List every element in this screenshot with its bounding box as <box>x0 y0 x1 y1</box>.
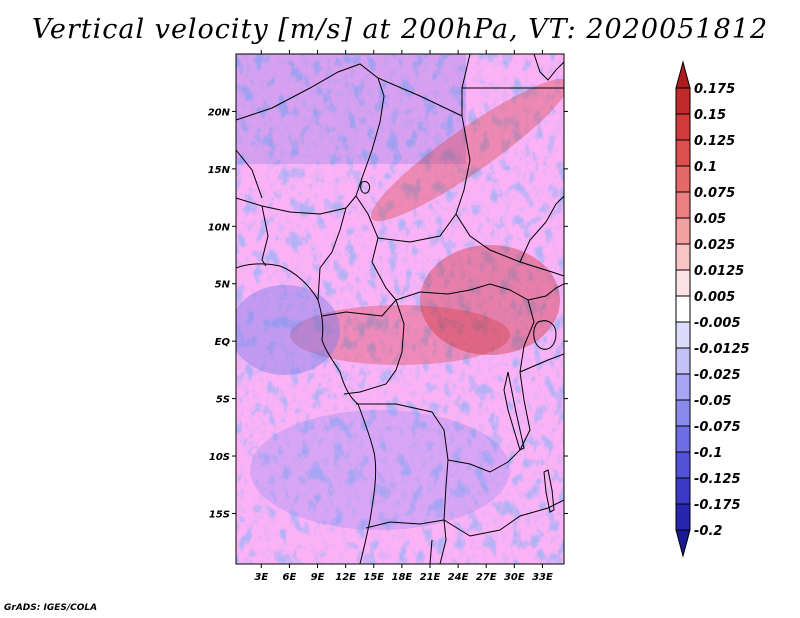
colorbar-label: -0.125 <box>694 472 741 487</box>
lat-tick-label: 5S <box>216 395 230 406</box>
colorbar-bottom-arrow <box>675 529 691 558</box>
colorbar-segment <box>675 373 691 401</box>
plot-title: Vertical velocity [m/s] at 200hPa, VT: 2… <box>31 14 769 45</box>
colorbar-label: 0.175 <box>694 82 735 97</box>
lake-chad <box>360 181 371 194</box>
lon-tick-label: 6E <box>283 572 297 583</box>
colorbar-label: 0.15 <box>694 108 726 123</box>
colorbar-segment <box>675 269 691 297</box>
border-congo-gabon <box>321 299 405 395</box>
border-kenya-uganda <box>527 283 564 301</box>
border-angola-drc <box>356 403 509 473</box>
colorbar-label: -0.1 <box>694 446 722 461</box>
lon-tick-label: 24E <box>448 572 469 583</box>
colorbar-segment <box>675 87 691 115</box>
colorbar-segment <box>675 451 691 479</box>
field-blue-north-tint <box>236 54 466 164</box>
field-red-band-north <box>370 78 564 222</box>
border-tanzania <box>519 353 564 373</box>
lat-tick-label: 10S <box>209 452 230 463</box>
colorbar-label: -0.005 <box>694 316 741 331</box>
border-drc-east <box>507 299 535 463</box>
lat-tick-label: 10N <box>208 222 231 233</box>
colorbar-segment <box>675 477 691 505</box>
field-blue-south <box>250 410 510 530</box>
colorbar-segment <box>675 425 691 453</box>
border-zambia-south <box>443 499 564 537</box>
colorbar-segment <box>675 347 691 375</box>
colorbar-segment <box>675 217 691 245</box>
colorbar-segment <box>675 243 691 271</box>
lon-tick-label: 9E <box>311 572 325 583</box>
lake-tanganyika <box>503 371 525 451</box>
colorbar-label: 0.0125 <box>694 264 744 279</box>
border-chad-car <box>377 213 457 243</box>
colorbar-label: -0.075 <box>694 420 741 435</box>
colorbar-label: 0.005 <box>694 290 735 305</box>
colorbar-segment <box>675 503 691 531</box>
lon-tick-label: 12E <box>335 572 356 583</box>
lat-tick-label: EQ <box>215 337 231 348</box>
colorbar-segment <box>675 191 691 219</box>
border-sahel <box>236 195 397 301</box>
border-cameroon-car <box>317 207 347 301</box>
map-frame <box>235 53 565 565</box>
colorbar-label: 0.025 <box>694 238 735 253</box>
lake-malawi <box>543 469 555 513</box>
longitude-axis: 3E 6E 9E 12E 15E 18E 21E 24E 27E 30E 33E <box>254 50 553 583</box>
colorbar-segment <box>675 399 691 427</box>
border-namibia-east <box>439 519 447 564</box>
colorbar-segment <box>675 139 691 167</box>
field-red-core-east <box>420 245 560 355</box>
lon-tick-label: 3E <box>254 572 268 583</box>
lon-tick-label: 27E <box>476 572 497 583</box>
border-ethiopia <box>519 195 564 263</box>
country-boundaries <box>236 54 564 564</box>
colorbar-label: -0.175 <box>694 498 741 513</box>
lon-tick-label: 18E <box>391 572 412 583</box>
lon-tick-label: 30E <box>504 572 525 583</box>
lat-tick-label: 5N <box>215 280 231 291</box>
colorbar-label: 0.075 <box>694 186 735 201</box>
lake-victoria <box>533 320 557 350</box>
field-red-band-equator <box>290 305 510 365</box>
lat-tick-label: 15N <box>208 165 231 176</box>
field-blue-gulf <box>236 285 340 375</box>
colorbar-segment <box>675 165 691 193</box>
colorbar-label: -0.05 <box>694 394 731 409</box>
lon-tick-label: 21E <box>420 572 441 583</box>
footer-credit: GrADS: IGES/COLA <box>4 603 98 613</box>
border-libya-egypt <box>461 54 471 89</box>
border-botswana <box>429 539 433 564</box>
lat-tick-label: 15S <box>209 509 230 520</box>
colorbar-segment <box>675 321 691 349</box>
colorbar-label: -0.0125 <box>694 342 750 357</box>
red-sea-coast <box>533 54 564 81</box>
colorbar-segment <box>675 295 691 323</box>
coastline-west-africa <box>236 263 377 564</box>
colorbar-label: -0.025 <box>694 368 741 383</box>
lon-tick-label: 15E <box>363 572 384 583</box>
colorbar-segment <box>675 113 691 141</box>
colorbar-label: 0.1 <box>694 160 717 175</box>
border-angola-zambia <box>365 459 449 529</box>
colorbar-top-arrow <box>675 60 691 89</box>
colorbar-label: -0.2 <box>694 524 722 539</box>
lon-tick-label: 33E <box>532 572 553 583</box>
latitude-axis: 20N 15N 10N 5N EQ 5S 10S 15S <box>208 107 568 520</box>
colorbar: 0.175 0.15 0.125 0.1 0.075 0.05 0.025 0.0125 0.0… <box>675 60 750 558</box>
border-car-drc <box>395 283 529 301</box>
map-plot-area <box>236 54 564 564</box>
border-west-1 <box>236 149 263 199</box>
border-west-2 <box>261 205 269 267</box>
colorbar-label: 0.05 <box>694 212 726 227</box>
colorbar-label: 0.125 <box>694 134 735 149</box>
velocity-field <box>236 54 564 564</box>
lat-tick-label: 20N <box>208 107 231 118</box>
